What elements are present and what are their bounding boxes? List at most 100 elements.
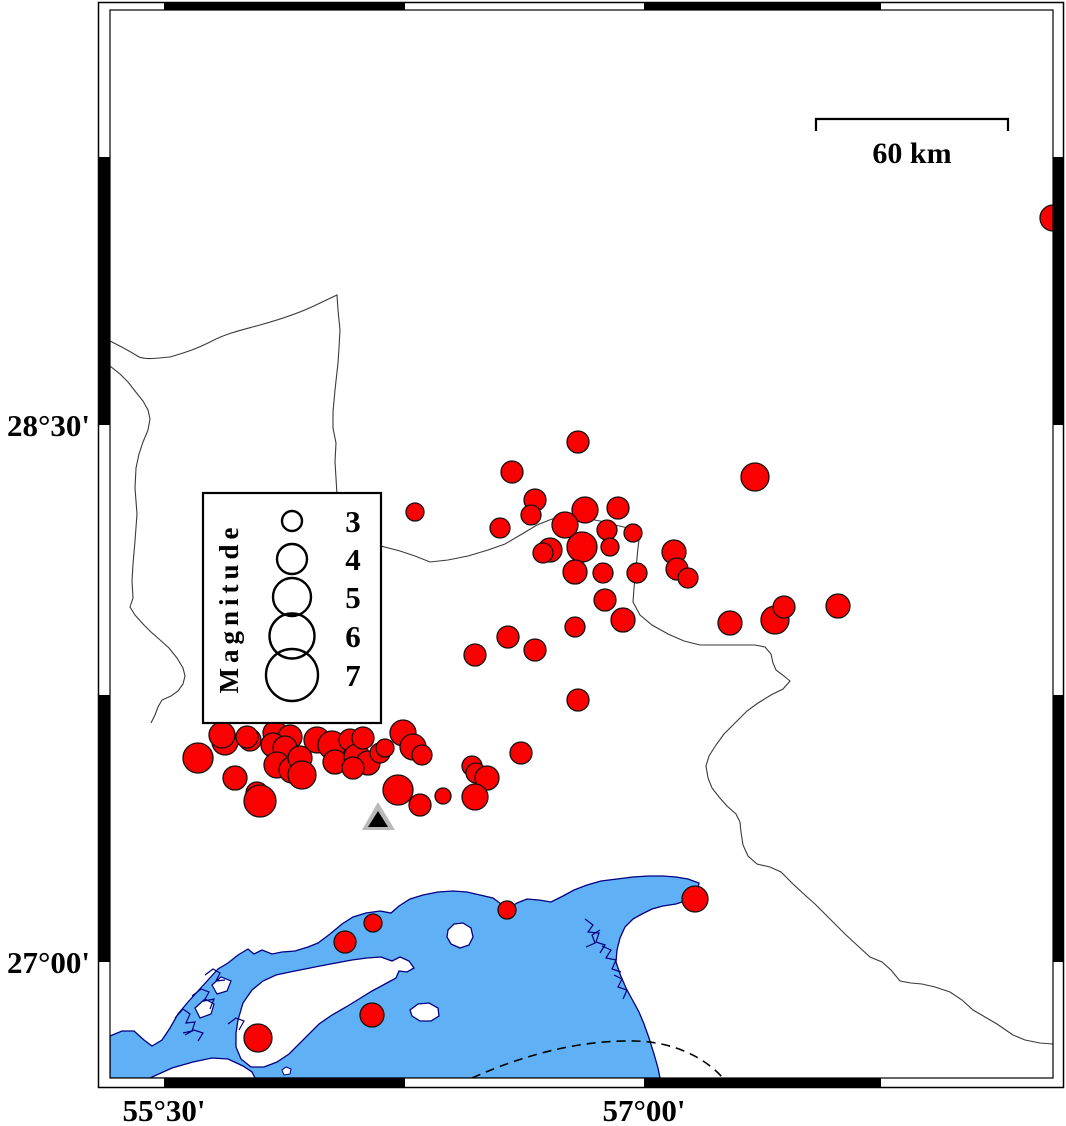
earthquake-marker [681,885,709,913]
legend-circle-m5 [271,576,313,618]
border-east [380,516,1053,1045]
island-tail-west [149,1057,256,1078]
earthquake-marker [532,542,554,564]
frame-tick-segment [644,2,881,10]
fjords-east-1 [584,918,606,954]
earthquake-marker [235,725,259,749]
frame-tick-segment [98,157,110,425]
earthquake-marker [408,793,432,817]
legend-title: Magnitude [214,522,244,693]
earthquake-marker [497,900,517,920]
frame-tick-segment [98,695,110,962]
legend-circle-m7 [264,647,320,703]
earthquake-marker [1039,204,1053,232]
maritime-boundary-dashed [471,1040,724,1078]
frame-tick-segment [164,1078,405,1088]
mangrove-west-1 [194,998,215,1019]
earthquake-marker [564,616,586,638]
earthquake-marker [489,517,511,539]
earthquake-marker [382,774,414,806]
earthquake-marker [333,930,357,954]
island-qeshm [235,956,415,1068]
earthquake-marker [405,502,425,522]
frame-outer-border [97,1,1065,1089]
island-hengam [409,1002,440,1022]
earthquake-marker [461,783,489,811]
earthquake-marker [562,559,588,585]
earthquake-marker [566,430,590,454]
seismic-station-marker [362,802,395,830]
earthquake-marker [596,519,618,541]
frame-tick-segment [1053,695,1064,962]
earthquake-marker [474,765,500,791]
scale-bar-bracket [814,117,1010,131]
frame-band [1053,2,1064,1088]
earthquake-marker [509,741,533,765]
earthquake-marker [566,531,598,563]
earthquake-marker [351,726,375,750]
lat-label-bottom: 27°00' [7,945,90,980]
earthquake-marker [610,607,636,633]
scale-bar-label: 60 km [872,137,951,170]
border-west-upper [110,294,382,547]
legend-circle-m3 [280,509,304,533]
earthquake-marker [208,721,236,749]
fjords-east-3 [585,929,628,1000]
legend-label-m5: 5 [345,580,361,615]
earthquake-marker [717,610,743,636]
earthquake-marker [523,638,547,662]
earthquake-marker [593,588,617,612]
legend-label-m7: 7 [345,658,361,693]
border-west-lower [110,365,186,724]
frame-tick-segment [1053,157,1064,425]
earthquake-marker [411,744,433,766]
gulf-water [110,875,700,1078]
earthquake-marker [600,537,620,557]
scale-bar: 60 km [814,117,1010,170]
earthquake-marker [434,787,452,805]
island-larak [446,922,474,949]
frame-inner-border [109,9,1054,1079]
earthquake-marker [496,625,520,649]
earthquake-marker [520,504,542,526]
earthquake-marker [772,595,796,619]
legend-circle-m4 [275,542,309,576]
earthquake-marker [463,643,487,667]
earthquake-marker [182,742,214,774]
lon-label-left: 55°30' [122,1093,205,1126]
fjords-east-2 [601,945,622,973]
lon-label-right: 57°00' [602,1093,685,1126]
legend-label-m4: 4 [345,542,361,577]
station-triangle-inner [368,811,388,827]
earthquake-marker [287,760,317,790]
earthquake-marker [500,460,524,484]
frame-tick-segment [164,2,405,10]
earthquake-marker [341,756,365,780]
lat-label-top: 28°30' [7,408,90,443]
earthquake-marker [825,593,851,619]
frame-tick-segment [644,1078,881,1088]
islet-small [281,1066,292,1076]
frame-band [98,1078,1064,1088]
mangrove-west-4 [191,988,215,1010]
mangrove-west-6 [184,1017,245,1042]
earthquake-events-layer [182,204,1053,1053]
earthquake-marker [551,511,579,539]
legend-label-m6: 6 [345,619,361,654]
earthquake-marker [623,523,643,543]
map-frame [97,1,1065,1089]
earthquake-marker [626,562,648,584]
magnitude-legend: Magnitude 345 6 7 [201,491,383,725]
earthquake-marker [222,765,248,791]
legend-items: 345 6 7 [264,504,361,703]
earthquake-marker [740,462,770,492]
mangrove-west-5 [204,968,226,982]
earthquake-marker [359,1002,385,1028]
earthquake-marker [375,738,395,758]
earthquake-marker [677,567,699,589]
earthquake-marker [243,784,277,818]
earthquake-marker [592,562,614,584]
earthquake-marker [363,913,383,933]
earthquake-marker [571,496,599,524]
